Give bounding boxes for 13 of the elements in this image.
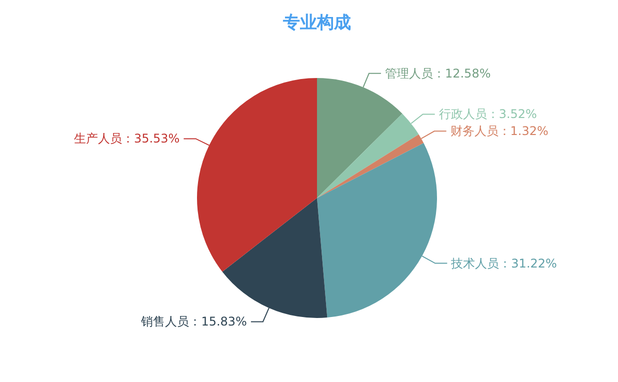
slice-label: 销售人员	[140, 314, 190, 329]
slice-label: 财务人员	[450, 124, 498, 138]
slice-label: 管理人员	[384, 66, 433, 80]
data-label: ：12.58%	[432, 66, 491, 80]
data-label: ：31.22%	[499, 256, 557, 270]
slice-label: 技术人员	[450, 256, 500, 270]
data-label: ：3.52%	[486, 107, 537, 122]
data-label: ：15.83%	[189, 314, 247, 329]
slice-label: 生产人员	[74, 132, 122, 146]
chart-title: 专业构成	[282, 13, 351, 33]
slice-label: 行政人员	[438, 107, 487, 122]
data-label: ：1.32%	[498, 124, 548, 138]
data-label: ：35.53%	[122, 132, 180, 146]
